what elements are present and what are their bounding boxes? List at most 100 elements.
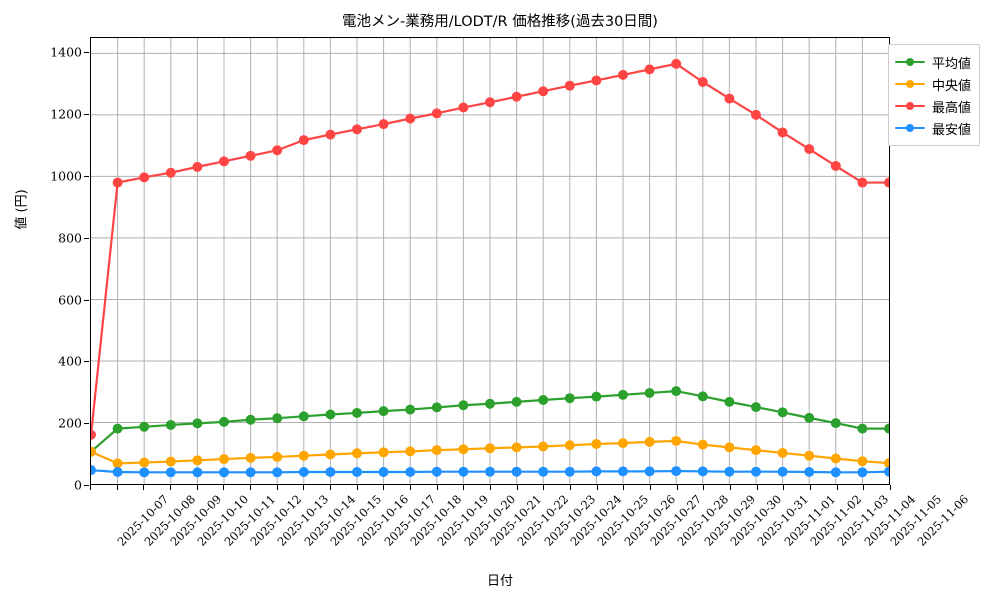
data-point	[618, 466, 628, 477]
y-tick-label: 400	[58, 353, 82, 369]
data-point	[538, 86, 549, 97]
data-point	[751, 109, 761, 120]
data-point	[112, 467, 123, 477]
x-tick-mark	[623, 485, 625, 490]
legend-item-2[interactable]: 中央値	[895, 73, 971, 95]
data-point	[884, 466, 889, 477]
y-tick-label: 600	[58, 292, 82, 308]
data-point	[139, 421, 150, 432]
data-point	[405, 113, 416, 124]
legend-item-1[interactable]: 平均値	[895, 51, 971, 73]
x-tick-mark	[676, 485, 678, 490]
data-point	[352, 467, 362, 477]
series-2	[91, 435, 889, 469]
x-tick-mark	[223, 485, 225, 490]
x-tick-mark	[543, 485, 545, 490]
y-tick-mark	[84, 114, 89, 116]
data-point	[671, 466, 682, 477]
data-point	[139, 172, 150, 183]
data-point	[564, 80, 575, 91]
data-point	[857, 467, 868, 478]
data-point	[857, 423, 868, 434]
legend-item-4[interactable]: 最安値	[895, 117, 971, 139]
y-tick-mark	[84, 237, 89, 239]
data-point	[219, 467, 229, 478]
data-point	[352, 448, 362, 459]
data-point	[777, 466, 788, 477]
data-point	[272, 145, 283, 156]
series-4	[91, 465, 889, 478]
data-point	[378, 119, 389, 130]
chart-title: 電池メン-業務用/LODT/R 価格推移(過去30日間)	[342, 14, 658, 30]
y-axis-tick-labels: 0 200 400 600 800 1000 1200 1400	[20, 37, 82, 493]
data-point	[564, 393, 575, 404]
data-point	[165, 456, 176, 467]
data-point	[298, 450, 309, 461]
data-point	[192, 161, 203, 172]
data-point	[458, 102, 469, 113]
data-point	[884, 177, 889, 188]
grid-lines	[91, 38, 889, 484]
data-point	[591, 466, 602, 477]
legend-marker-icon	[895, 121, 925, 135]
x-axis-label: 日付	[486, 574, 513, 589]
data-point	[697, 439, 708, 450]
data-point	[671, 435, 682, 446]
data-point	[219, 416, 229, 427]
data-point	[431, 466, 442, 477]
data-point	[112, 423, 123, 434]
data-point	[165, 419, 176, 430]
data-point	[272, 413, 283, 424]
x-tick-mark	[810, 485, 811, 490]
data-point	[777, 127, 788, 138]
data-point	[192, 467, 203, 478]
data-point	[830, 453, 841, 464]
legend-item-3[interactable]: 最高値	[895, 95, 971, 117]
legend-label: 最高値	[932, 100, 972, 116]
x-tick-mark	[410, 485, 411, 490]
data-point	[538, 441, 549, 452]
data-point	[724, 442, 735, 453]
data-point	[697, 391, 708, 402]
data-point	[884, 458, 889, 469]
legend-marker-icon	[895, 99, 925, 113]
data-point	[511, 91, 522, 102]
data-point	[830, 467, 841, 478]
data-point	[298, 135, 309, 146]
x-tick-mark	[303, 485, 305, 490]
data-point	[325, 129, 336, 140]
data-point	[724, 396, 735, 407]
data-point	[91, 446, 96, 457]
x-tick-mark	[250, 485, 251, 490]
series-3	[91, 58, 889, 440]
x-tick-mark	[383, 485, 385, 490]
data-point	[325, 449, 336, 460]
x-tick-mark	[730, 485, 731, 490]
data-point	[458, 444, 469, 455]
data-point	[697, 466, 708, 477]
data-point	[830, 160, 841, 171]
data-point	[591, 75, 602, 86]
data-point	[697, 77, 708, 87]
data-point	[245, 467, 256, 478]
data-point	[378, 406, 389, 417]
data-point	[298, 467, 309, 477]
x-tick-mark	[463, 485, 465, 490]
data-point	[511, 442, 522, 453]
data-point	[644, 436, 655, 447]
data-point	[485, 466, 495, 477]
x-tick-mark	[863, 485, 865, 490]
data-point	[405, 446, 416, 457]
data-point	[378, 467, 389, 477]
data-point	[458, 466, 469, 477]
data-point	[777, 407, 788, 418]
data-point	[724, 93, 735, 104]
y-tick-label: 1200	[50, 106, 82, 122]
data-point	[485, 97, 495, 108]
data-point	[804, 467, 815, 477]
data-point	[112, 177, 123, 188]
x-tick-mark	[143, 485, 145, 490]
data-point	[458, 400, 469, 411]
y-tick-mark	[84, 361, 89, 363]
data-point	[857, 456, 868, 467]
